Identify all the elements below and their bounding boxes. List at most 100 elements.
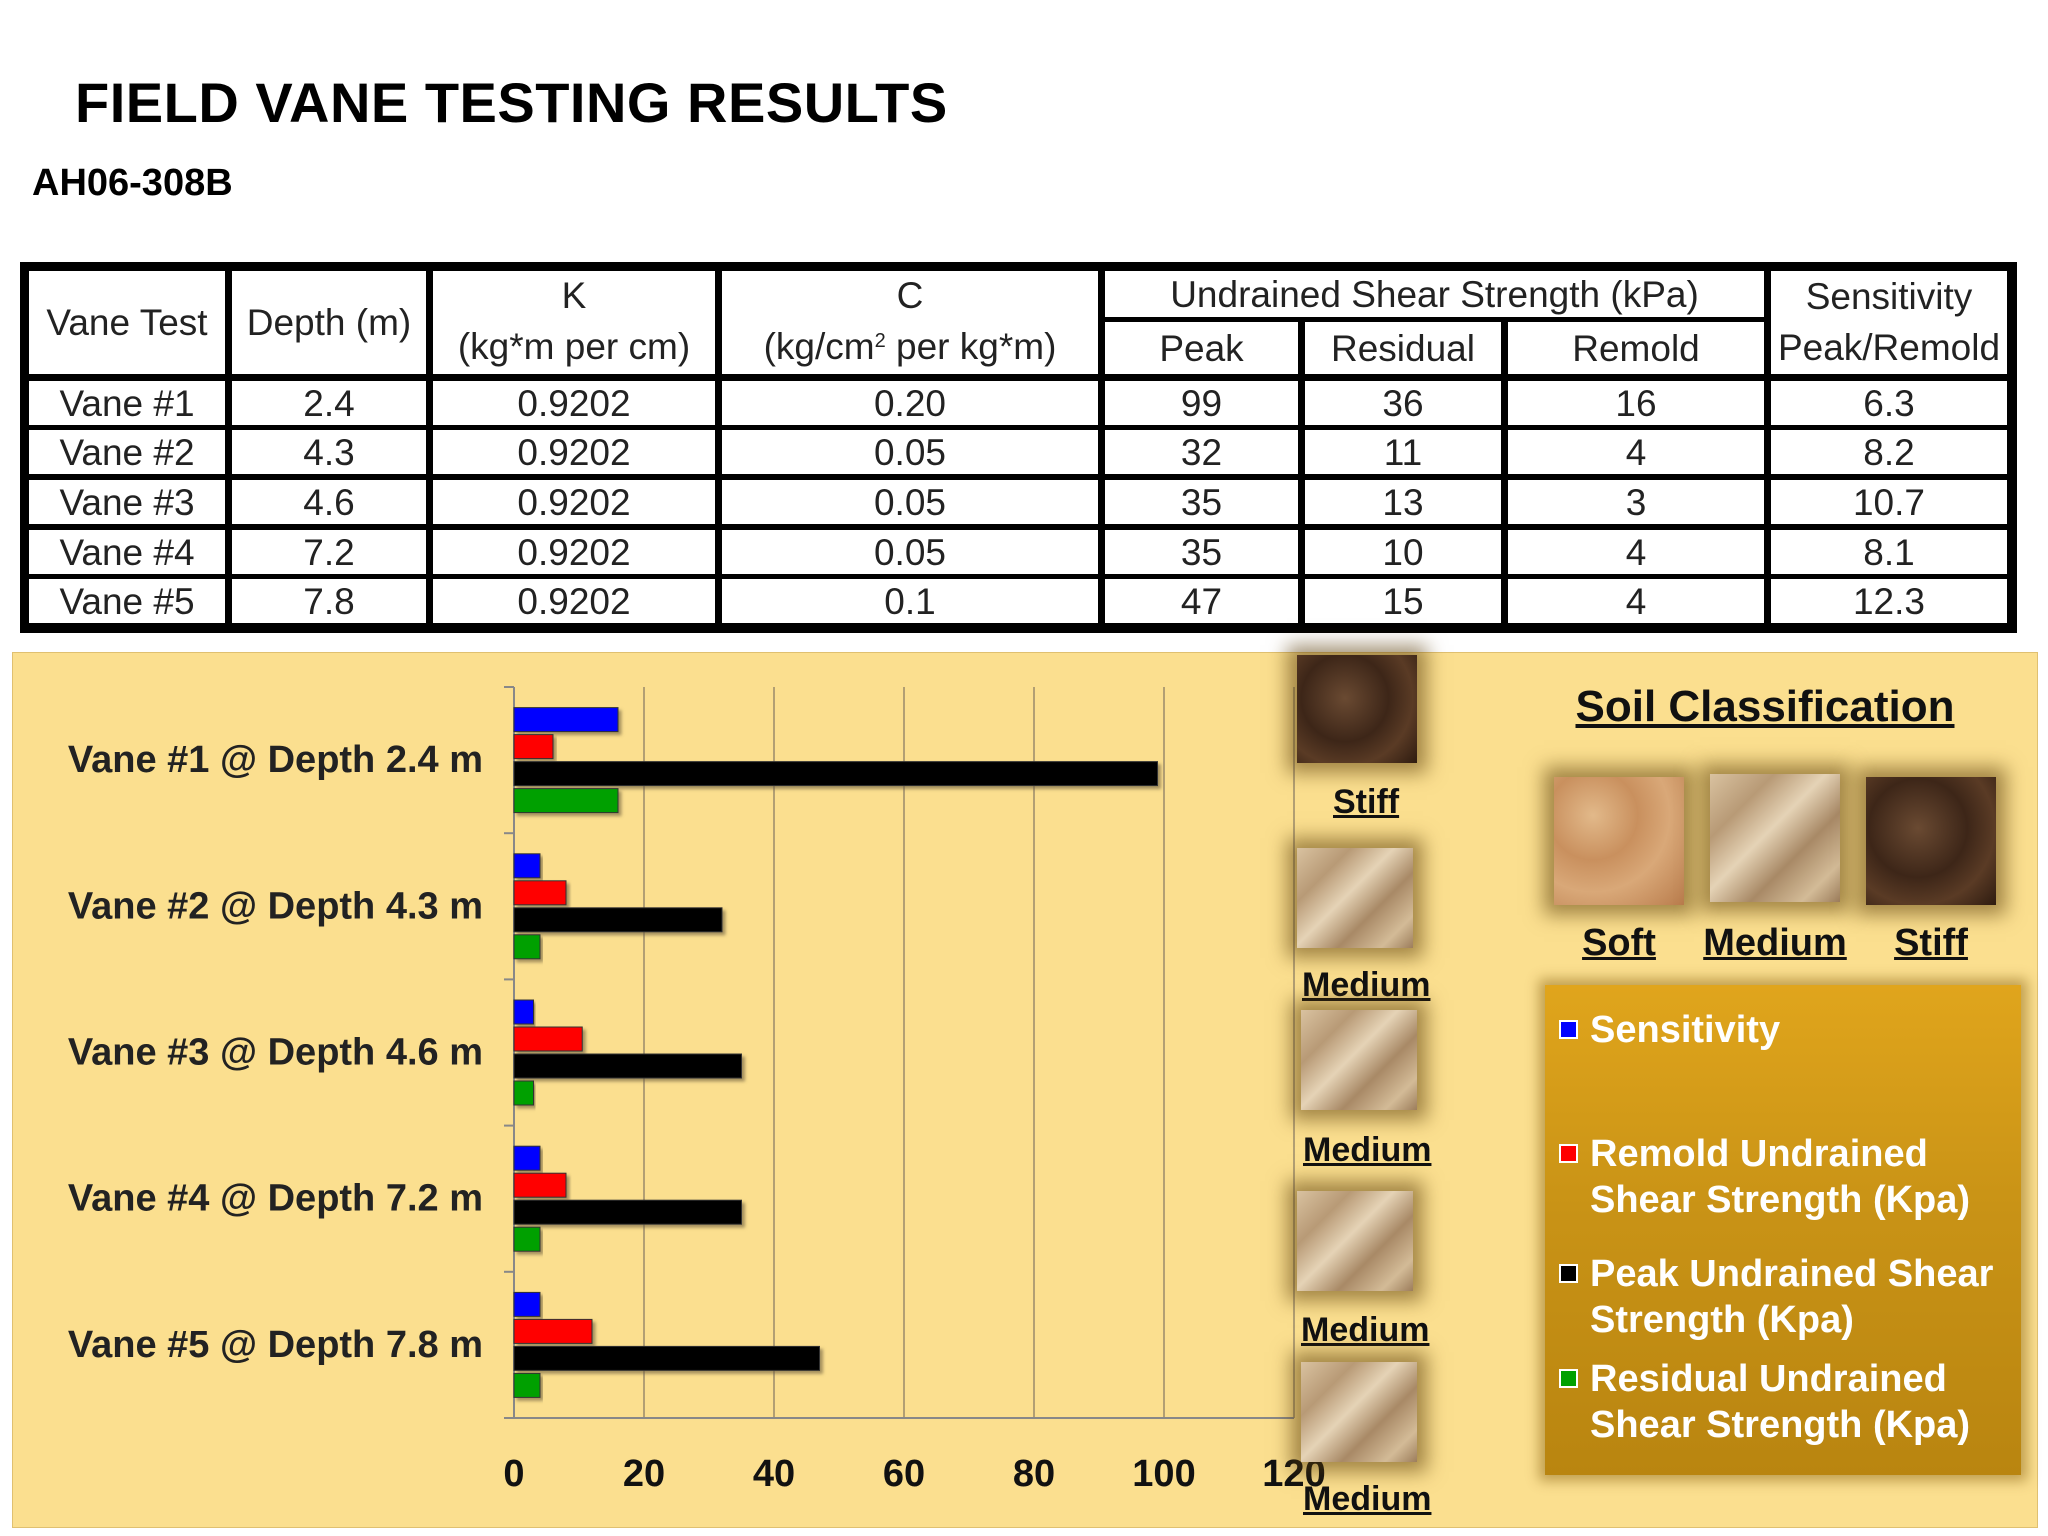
bar bbox=[513, 734, 554, 760]
header-c-unit: (kg/cm 2 per kg*m) bbox=[722, 319, 1098, 374]
bar bbox=[513, 788, 619, 814]
c-unit-pre: (kg/cm bbox=[763, 326, 875, 367]
cell-remold: 4 bbox=[1508, 579, 1764, 623]
legend-item: Remold Undrained Shear Strength (Kpa) bbox=[1559, 1131, 2010, 1223]
soil-label-medium: Medium bbox=[1703, 922, 1847, 964]
bar bbox=[513, 1318, 593, 1344]
cell-c-value: 0.05 bbox=[722, 480, 1098, 524]
category-label: Vane #4 @ Depth 7.2 m bbox=[68, 1178, 483, 1220]
soil-swatch-medium bbox=[1710, 774, 1840, 902]
cell-c-value: 0.05 bbox=[722, 530, 1098, 574]
cell-residual: 13 bbox=[1305, 480, 1501, 524]
bar bbox=[513, 853, 541, 879]
bar bbox=[513, 1053, 742, 1079]
soil-texture-medium bbox=[1297, 1191, 1413, 1291]
header-depth: Depth (m) bbox=[232, 271, 426, 374]
cell-remold: 4 bbox=[1508, 530, 1764, 574]
cell-remold: 3 bbox=[1508, 480, 1764, 524]
cell-sensitivity: 12.3 bbox=[1771, 579, 2007, 623]
legend-swatch bbox=[1559, 1144, 1578, 1163]
cell-residual: 15 bbox=[1305, 579, 1501, 623]
cell-depth: 7.2 bbox=[232, 530, 426, 574]
legend-swatch bbox=[1559, 1020, 1578, 1039]
cell-sensitivity: 8.2 bbox=[1771, 430, 2007, 474]
cell-k-value: 0.9202 bbox=[433, 381, 715, 425]
bar bbox=[513, 1345, 820, 1371]
soil-classification-title: Soil Classification bbox=[1575, 682, 1955, 731]
cell-c-value: 0.20 bbox=[722, 381, 1098, 425]
cell-depth: 2.4 bbox=[232, 381, 426, 425]
cell-depth: 4.3 bbox=[232, 430, 426, 474]
cell-vane-name: Vane #4 bbox=[29, 530, 225, 574]
page-subtitle: AH06-308B bbox=[32, 162, 233, 204]
vane-class-label: Medium bbox=[1303, 1131, 1432, 1169]
soil-texture-medium bbox=[1301, 1362, 1417, 1462]
vane-class-label: Medium bbox=[1302, 966, 1431, 1004]
header-residual: Residual bbox=[1305, 322, 1501, 374]
bar bbox=[513, 1172, 567, 1198]
cell-k-value: 0.9202 bbox=[433, 430, 715, 474]
x-tick-label: 80 bbox=[1013, 1453, 1055, 1495]
header-peak-remold: Peak/Remold bbox=[1771, 321, 2007, 374]
category-label: Vane #5 @ Depth 7.8 m bbox=[68, 1324, 483, 1366]
cell-k-value: 0.9202 bbox=[433, 579, 715, 623]
bar bbox=[513, 761, 1158, 787]
header-vane-test: Vane Test bbox=[29, 271, 225, 374]
x-tick-label: 20 bbox=[623, 1453, 665, 1495]
legend-label: Residual Undrained Shear Strength (Kpa) bbox=[1590, 1358, 1971, 1446]
cell-vane-name: Vane #1 bbox=[29, 381, 225, 425]
x-tick-label: 100 bbox=[1132, 1453, 1195, 1495]
chart-legend: Sensitivity Remold Undrained Shear Streng… bbox=[1545, 985, 2021, 1475]
header-peak: Peak bbox=[1105, 322, 1298, 374]
legend-label: Peak Undrained Shear Strength (Kpa) bbox=[1590, 1253, 1994, 1341]
x-tick-label: 0 bbox=[503, 1453, 524, 1495]
cell-vane-name: Vane #5 bbox=[29, 579, 225, 623]
bar bbox=[513, 934, 541, 960]
bar bbox=[513, 880, 567, 906]
legend-item: Peak Undrained Shear Strength (Kpa) bbox=[1559, 1251, 2010, 1343]
soil-texture-medium bbox=[1297, 848, 1413, 948]
cell-k-value: 0.9202 bbox=[433, 530, 715, 574]
vane-class-label: Medium bbox=[1301, 1311, 1430, 1349]
soil-swatch-soft bbox=[1554, 777, 1684, 905]
legend-item: Residual Undrained Shear Strength (Kpa) bbox=[1559, 1356, 2010, 1448]
soil-swatch-stiff bbox=[1866, 777, 1996, 905]
cell-peak: 35 bbox=[1105, 480, 1298, 524]
vane-class-label: Stiff bbox=[1333, 783, 1400, 821]
c-unit-sup: 2 bbox=[874, 329, 886, 352]
cell-residual: 11 bbox=[1305, 430, 1501, 474]
cell-peak: 47 bbox=[1105, 579, 1298, 623]
x-tick-label: 40 bbox=[753, 1453, 795, 1495]
results-table: Vane Test Depth (m) K (kg*m per cm) C (kg/cm 2… bbox=[20, 262, 2017, 633]
header-undrained-shear-strength: Undrained Shear Strength (kPa) bbox=[1105, 271, 1764, 317]
soil-label-stiff: Stiff bbox=[1894, 922, 1968, 964]
vane-class-label: Medium bbox=[1303, 1480, 1432, 1518]
cell-remold: 4 bbox=[1508, 430, 1764, 474]
cell-sensitivity: 8.1 bbox=[1771, 530, 2007, 574]
bar bbox=[513, 1226, 541, 1252]
cell-vane-name: Vane #2 bbox=[29, 430, 225, 474]
cell-c-value: 0.05 bbox=[722, 430, 1098, 474]
cell-peak: 32 bbox=[1105, 430, 1298, 474]
bar bbox=[513, 1145, 541, 1171]
cell-residual: 10 bbox=[1305, 530, 1501, 574]
bar bbox=[513, 907, 723, 933]
category-label: Vane #3 @ Depth 4.6 m bbox=[68, 1032, 483, 1074]
cell-sensitivity: 6.3 bbox=[1771, 381, 2007, 425]
bar bbox=[513, 1291, 541, 1317]
legend-label: Remold Undrained Shear Strength (Kpa) bbox=[1590, 1133, 1971, 1221]
soil-texture-medium bbox=[1301, 1010, 1417, 1110]
cell-c-value: 0.1 bbox=[722, 579, 1098, 623]
category-label: Vane #1 @ Depth 2.4 m bbox=[68, 739, 483, 781]
legend-item: Sensitivity bbox=[1559, 1007, 2010, 1053]
bar bbox=[513, 1372, 541, 1398]
legend-label: Sensitivity bbox=[1590, 1009, 1781, 1051]
x-tick-label: 60 bbox=[883, 1453, 925, 1495]
category-label: Vane #2 @ Depth 4.3 m bbox=[68, 885, 483, 927]
header-k: K bbox=[433, 271, 715, 319]
header-sensitivity: Sensitivity bbox=[1771, 271, 2007, 321]
cell-residual: 36 bbox=[1305, 381, 1501, 425]
bar bbox=[513, 707, 619, 733]
cell-peak: 99 bbox=[1105, 381, 1298, 425]
